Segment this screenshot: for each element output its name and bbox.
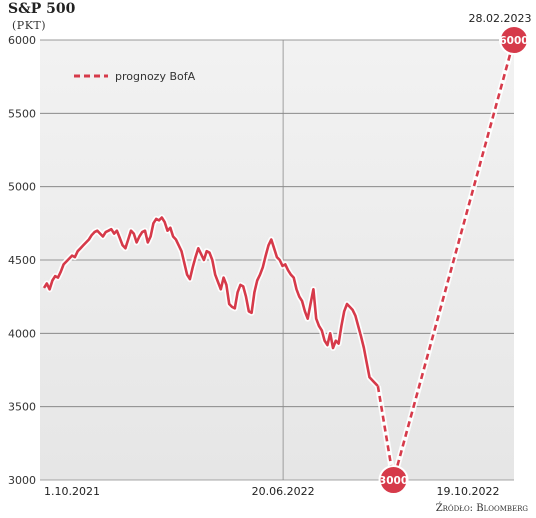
source-note: Źródło: Bloomberg (435, 503, 528, 514)
chart-title: S&P 500 (8, 1, 76, 17)
y-tick-label: 3000 (8, 474, 36, 487)
x-tick-label: 28.02.2023 (469, 12, 532, 25)
badge-label: 3000 (379, 475, 408, 487)
badge-label: 6000 (499, 35, 528, 47)
chart-subtitle: (PKT) (12, 19, 47, 32)
y-tick-label: 5500 (8, 107, 36, 120)
y-tick-label: 4500 (8, 254, 36, 267)
value-badge (499, 25, 529, 55)
x-tick-label: 19.10.2022 (437, 485, 500, 498)
y-tick-label: 4000 (8, 327, 36, 340)
y-tick-label: 3500 (8, 401, 36, 414)
value-badge (378, 465, 409, 495)
legend-label: prognozy BofA (115, 70, 196, 83)
series-line-actual (42, 216, 379, 388)
y-tick-label: 5000 (8, 181, 36, 194)
x-tick-label: 1.10.2021 (44, 485, 100, 498)
y-tick-label: 6000 (8, 34, 36, 47)
x-tick-label: 20.06.2022 (252, 485, 315, 498)
